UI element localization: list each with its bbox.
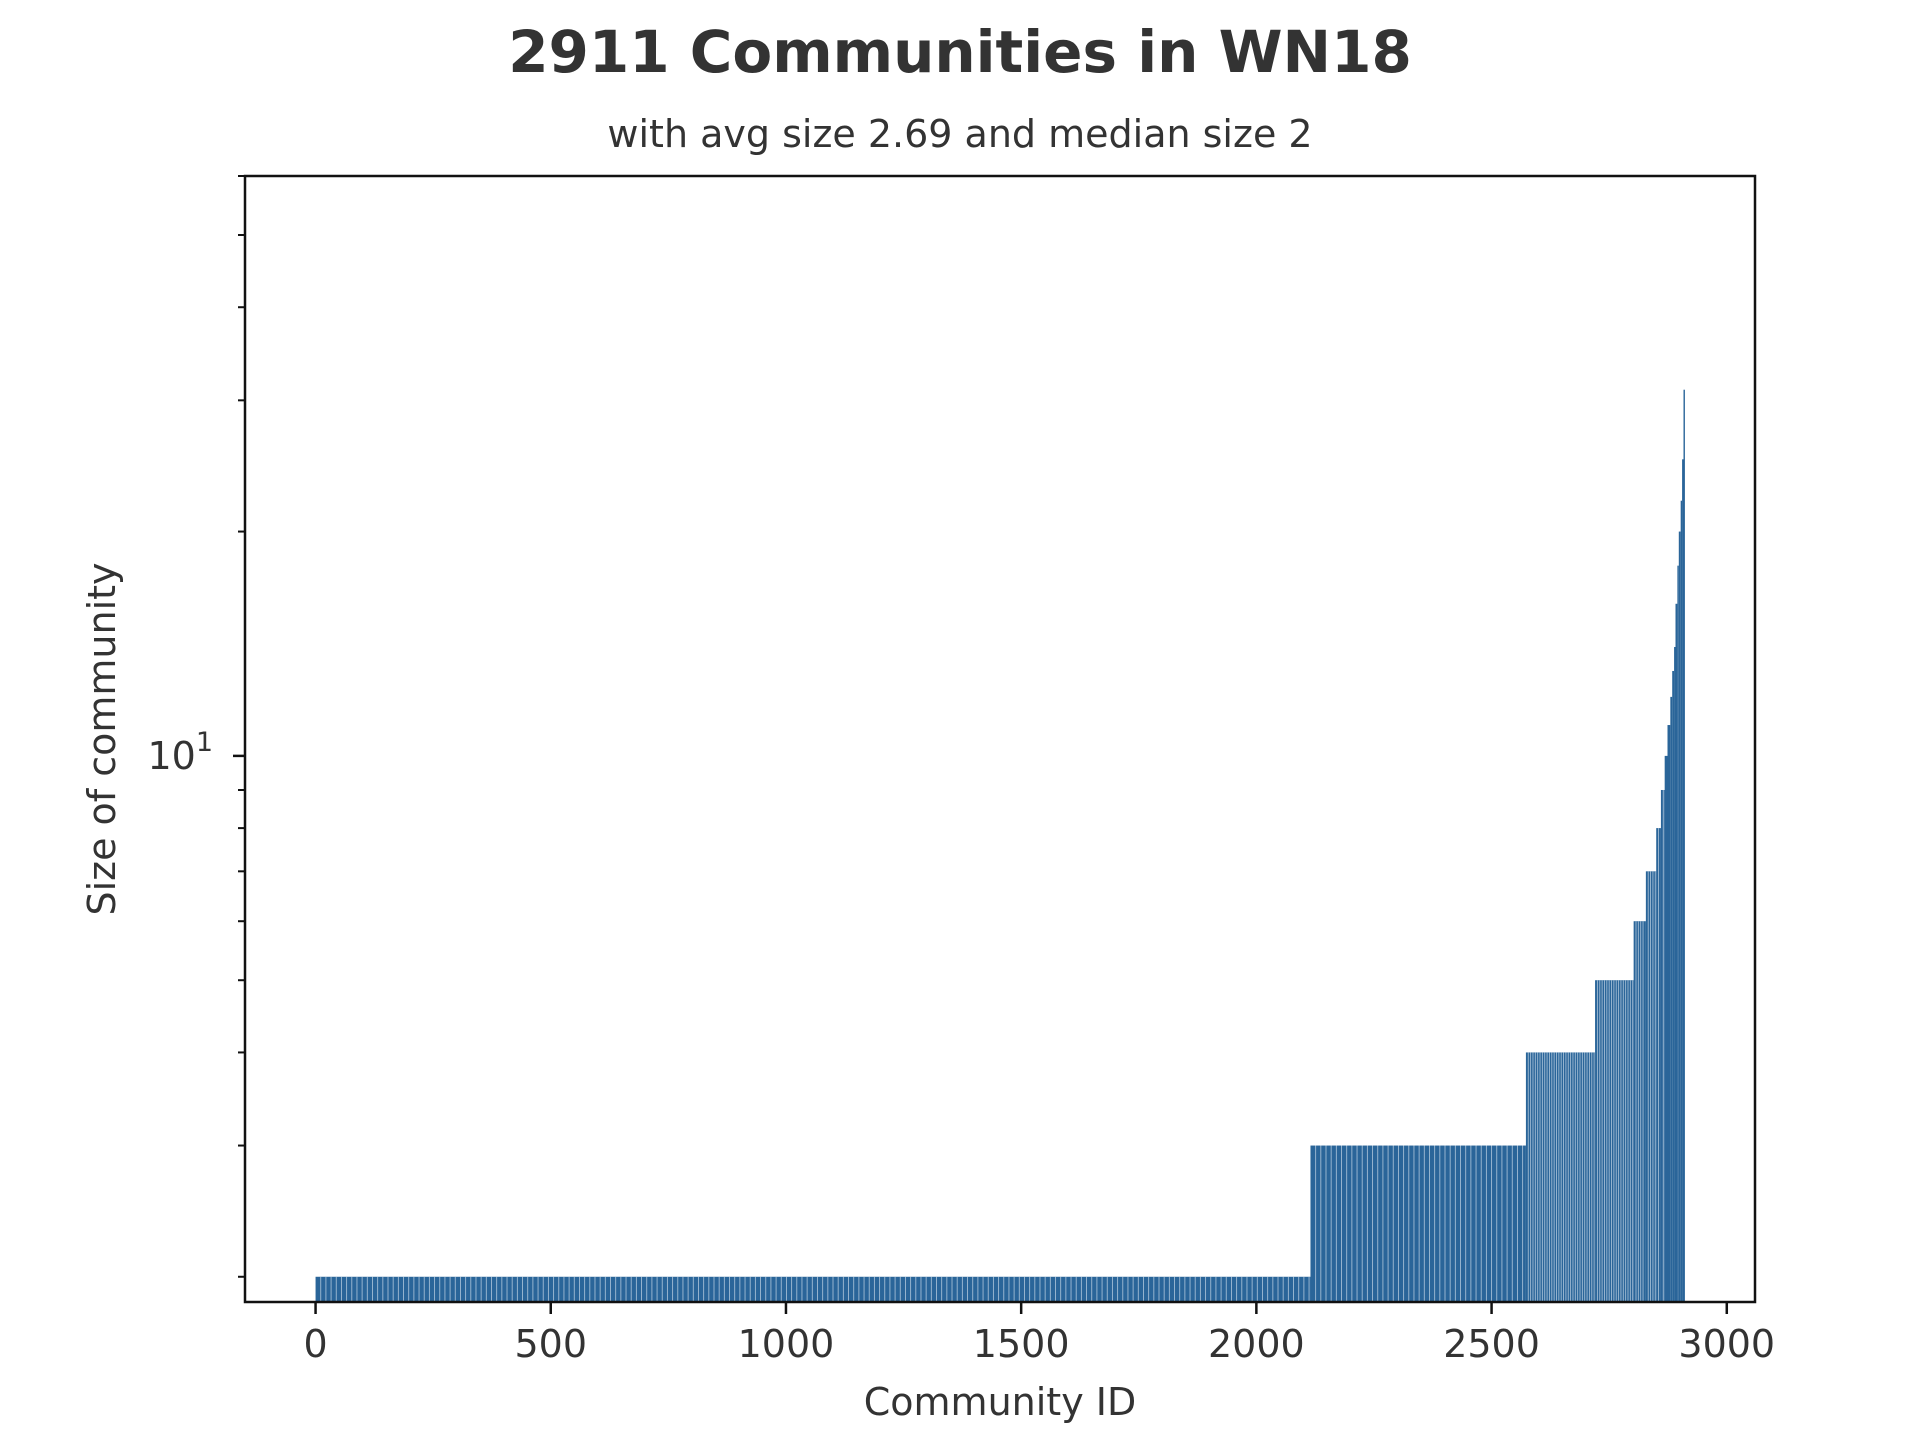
x-tick-label: 2000 [1208, 1322, 1305, 1366]
bar [1677, 565, 1679, 1302]
bar [1633, 921, 1646, 1302]
bar [315, 1276, 1311, 1302]
chart-title: 2911 Communities in WN18 [508, 18, 1412, 86]
x-tick-label: 3000 [1678, 1322, 1775, 1366]
bar [1675, 603, 1678, 1302]
bar [1672, 670, 1675, 1302]
x-tick-label: 0 [303, 1322, 327, 1366]
chart-subtitle: with avg size 2.69 and median size 2 [607, 112, 1313, 156]
bar [1683, 389, 1685, 1302]
bar [1595, 980, 1634, 1302]
bar [1682, 459, 1684, 1302]
plot-frame [243, 174, 1757, 1304]
bars [315, 389, 1685, 1302]
x-axis-label: Community ID [864, 1380, 1136, 1424]
bar-separators [320, 789, 1664, 1302]
x-tick-label: 1500 [973, 1322, 1070, 1366]
y-axis-label: Size of community [80, 562, 124, 915]
bar [1310, 1145, 1526, 1302]
y-axis: 101 [147, 175, 245, 1278]
bar [1680, 500, 1683, 1302]
bar [1664, 755, 1668, 1302]
x-tick-label: 1000 [738, 1322, 835, 1366]
bar [1670, 696, 1673, 1302]
bar [1667, 725, 1671, 1302]
x-axis: 0 500 1000 1500 2000 2500 3000 [303, 1302, 1775, 1366]
bar [1660, 789, 1665, 1302]
bar [1674, 646, 1676, 1302]
x-tick-label: 2500 [1443, 1322, 1540, 1366]
bar [1645, 871, 1657, 1302]
bar [1678, 531, 1681, 1302]
grid-lines [245, 176, 1755, 1302]
x-tick-label: 500 [514, 1322, 587, 1366]
y-tick-label: 101 [147, 727, 213, 778]
